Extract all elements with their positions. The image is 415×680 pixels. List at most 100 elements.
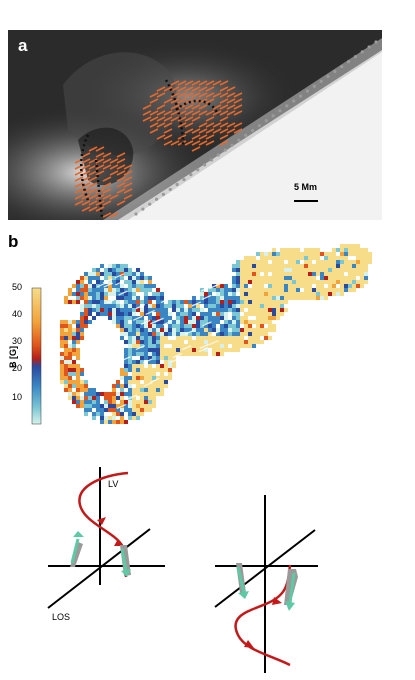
field-pixel	[244, 276, 248, 280]
field-pixel	[208, 324, 212, 328]
field-pixel	[284, 248, 288, 252]
field-pixel	[176, 328, 180, 332]
field-pixel	[312, 268, 316, 272]
field-pixel	[72, 328, 76, 332]
field-pixel	[148, 408, 152, 412]
field-pixel	[112, 276, 116, 280]
field-pixel	[276, 288, 280, 292]
field-pixel	[96, 408, 100, 412]
field-pixel	[136, 332, 140, 336]
field-pixel	[132, 332, 136, 336]
field-pixel	[120, 296, 124, 300]
field-pixel	[128, 336, 132, 340]
hatch-mark	[226, 122, 236, 128]
field-pixel	[232, 300, 236, 304]
field-pixel	[224, 304, 228, 308]
field-pixel	[168, 324, 172, 328]
field-pixel	[352, 260, 356, 264]
field-pixel	[116, 316, 120, 320]
field-pixel	[112, 300, 116, 304]
field-pixel	[96, 312, 100, 316]
field-pixel	[108, 276, 112, 280]
field-pixel	[252, 260, 256, 264]
hatch-mark	[212, 110, 222, 116]
field-pixel	[140, 404, 144, 408]
field-pixel	[104, 288, 108, 292]
field-pixel	[88, 280, 92, 284]
field-pixel	[296, 288, 300, 292]
field-pixel	[252, 344, 256, 348]
field-pixel	[240, 308, 244, 312]
field-pixel	[92, 296, 96, 300]
field-pixel	[132, 416, 136, 420]
field-pixel	[100, 264, 104, 268]
field-pixel	[364, 276, 368, 280]
field-pixel	[108, 304, 112, 308]
field-pixel	[168, 332, 172, 336]
limb-dot	[168, 187, 172, 192]
field-pixel	[136, 364, 140, 368]
field-pixel	[240, 328, 244, 332]
hatch-mark	[163, 140, 173, 146]
field-pixel	[328, 288, 332, 292]
hatch-mark	[233, 110, 243, 116]
field-pixel	[108, 284, 112, 288]
field-pixel	[204, 348, 208, 352]
field-pixel	[320, 288, 324, 292]
field-pixel	[296, 264, 300, 268]
field-pixel	[140, 272, 144, 276]
field-pixel	[124, 392, 128, 396]
field-pixel	[316, 256, 320, 260]
field-pixel	[180, 320, 184, 324]
field-pixel	[176, 300, 180, 304]
field-pixel	[128, 312, 132, 316]
field-pixel	[328, 272, 332, 276]
field-pixel	[64, 376, 68, 380]
field-pixel	[152, 336, 156, 340]
field-pixel	[316, 268, 320, 272]
field-pixel	[104, 304, 108, 308]
field-pixel	[116, 392, 120, 396]
field-pixel	[176, 332, 180, 336]
field-pixel	[268, 252, 272, 256]
hatch-mark	[191, 140, 201, 146]
field-pixel	[116, 268, 120, 272]
field-pixel	[244, 344, 248, 348]
field-pixel	[272, 296, 276, 300]
field-pixel	[152, 404, 156, 408]
field-pixel	[252, 296, 256, 300]
field-pixel	[340, 288, 344, 292]
field-pixel	[180, 312, 184, 316]
field-pixel	[252, 272, 256, 276]
limb-dot	[134, 212, 138, 216]
field-pixel	[64, 336, 68, 340]
field-pixel	[228, 300, 232, 304]
field-pixel	[200, 332, 204, 336]
field-pixel	[360, 256, 364, 260]
field-pixel	[176, 304, 180, 308]
field-pixel	[72, 340, 76, 344]
field-pixel	[196, 344, 200, 348]
field-pixel	[108, 280, 112, 284]
field-pixel	[324, 256, 328, 260]
field-pixel	[200, 344, 204, 348]
field-pixel	[192, 332, 196, 336]
field-pixel	[104, 396, 108, 400]
field-pixel	[276, 292, 280, 296]
field-pixel	[140, 352, 144, 356]
field-pixel	[124, 296, 128, 300]
field-pixel	[164, 356, 168, 360]
field-pixel	[128, 404, 132, 408]
field-pixel	[256, 260, 260, 264]
field-pixel	[204, 336, 208, 340]
field-pixel	[204, 328, 208, 332]
field-pixel	[132, 404, 136, 408]
field-pixel	[116, 288, 120, 292]
field-pixel	[300, 252, 304, 256]
field-pixel	[260, 296, 264, 300]
limb-dot	[154, 197, 159, 201]
field-pixel	[284, 280, 288, 284]
field-pixel	[208, 288, 212, 292]
field-pixel	[120, 416, 124, 420]
field-pixel	[264, 304, 268, 308]
